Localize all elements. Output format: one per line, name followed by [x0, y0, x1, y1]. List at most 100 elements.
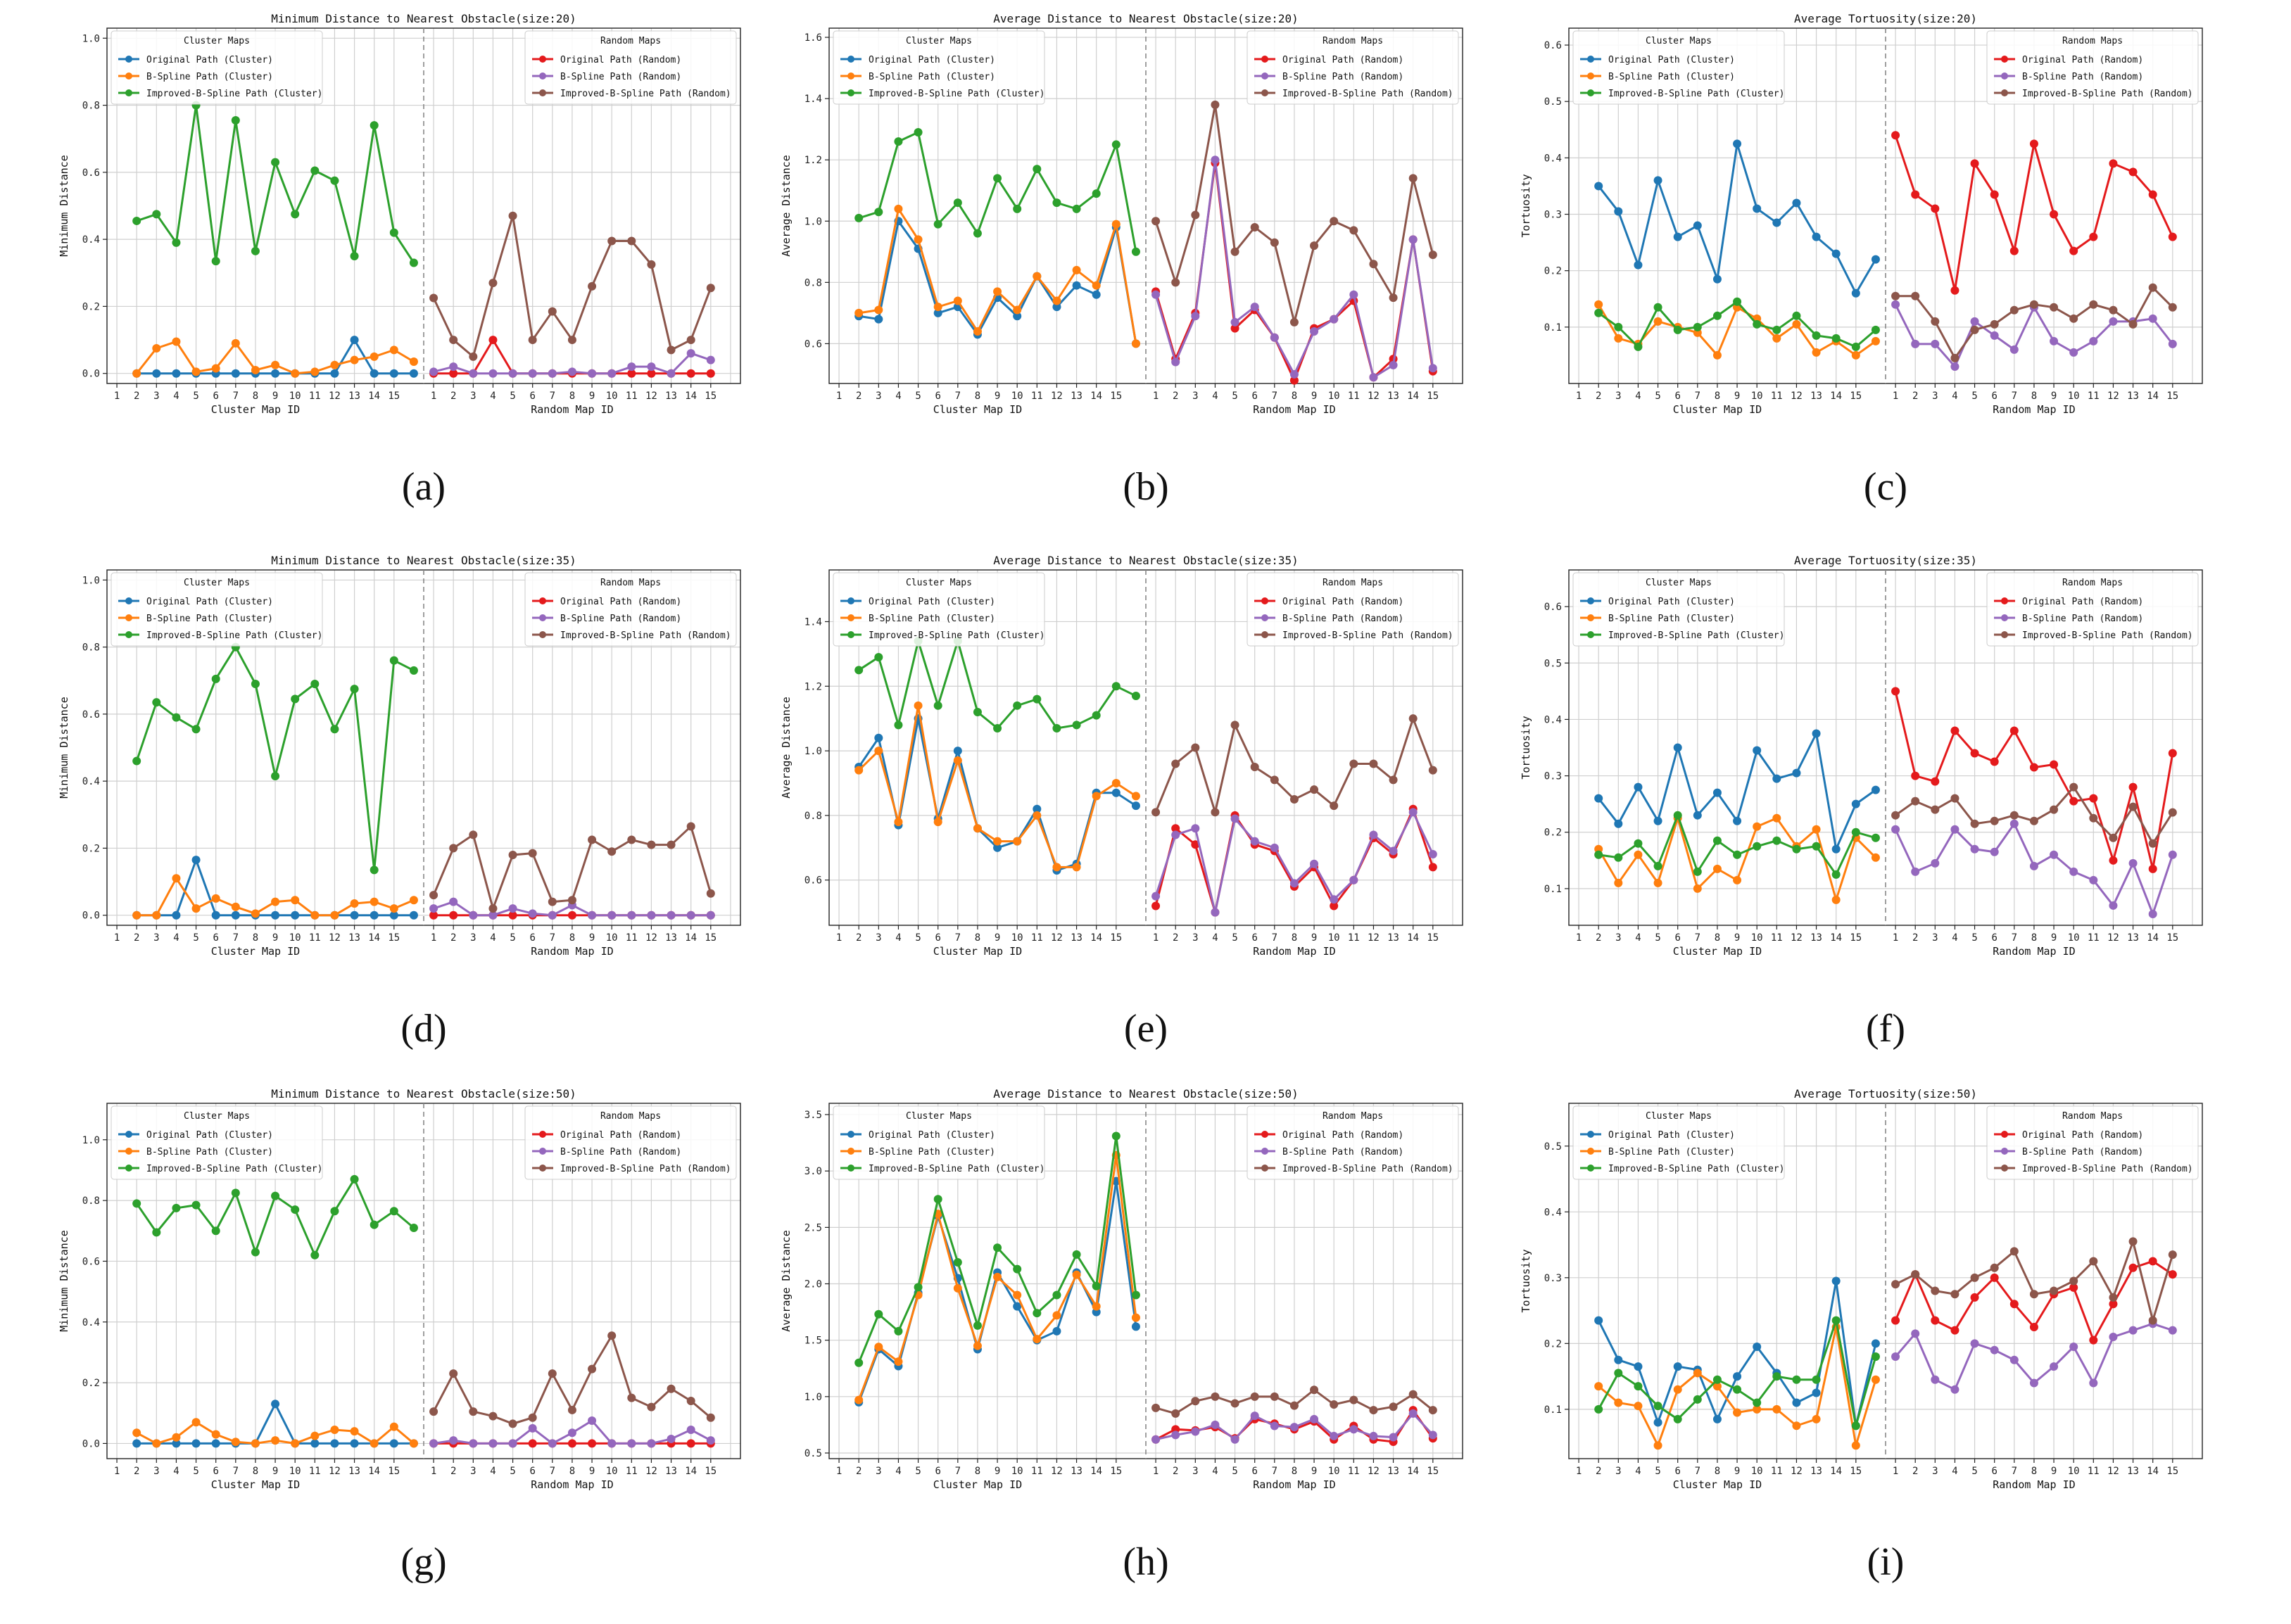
data-point [1594, 1404, 1603, 1414]
data-point [1289, 794, 1299, 804]
data-point [1171, 1430, 1180, 1440]
chart-svg: Minimum Distance to Nearest Obstacle(siz… [58, 1087, 741, 1491]
data-point [1151, 1403, 1161, 1412]
legend-box [1572, 1105, 1785, 1180]
x-tick-label: 1 [431, 1466, 436, 1477]
data-point [2029, 1290, 2038, 1299]
data-point [548, 911, 557, 920]
y-tick-label: 0.4 [1544, 1207, 1562, 1218]
x-tick-label: 4 [173, 391, 179, 402]
data-point [1171, 824, 1180, 833]
data-point [1753, 822, 1762, 831]
legend-box [1986, 1105, 2199, 1180]
x-tick-label: 9 [1734, 391, 1740, 402]
legend-swatch-marker [125, 1148, 132, 1155]
data-point [2009, 345, 2019, 354]
x-tick-label: 13 [348, 1466, 360, 1477]
random-legend: Random Maps Original Path (Random) B-Splin… [524, 30, 737, 105]
data-point [933, 1195, 942, 1204]
x-tick-label: 15 [1850, 391, 1862, 402]
data-point [647, 1402, 656, 1412]
x-tick-label: 9 [995, 391, 1000, 402]
data-point [1250, 1392, 1259, 1401]
data-point [667, 840, 676, 849]
data-point [1614, 878, 1623, 887]
data-point [567, 367, 576, 376]
data-point [1891, 291, 1900, 300]
x-tick-label: 9 [2051, 932, 2057, 944]
data-point [1330, 217, 1339, 226]
x-tick-label: 14 [1407, 1466, 1419, 1477]
data-point [310, 679, 320, 688]
x-tick-label: 11 [1031, 932, 1043, 944]
data-point [1289, 317, 1299, 326]
data-point [2050, 850, 2059, 859]
data-point [191, 1418, 201, 1427]
random-x-label: Random Map ID [1993, 945, 2075, 958]
cluster-legend: Cluster Maps Original Path (Cluster) B-Spl… [111, 1105, 323, 1180]
data-point [330, 725, 339, 734]
data-point [2050, 336, 2059, 345]
data-point [1092, 711, 1101, 720]
x-tick-label: 1 [114, 932, 120, 944]
data-point [993, 843, 1002, 852]
data-point [1990, 319, 1999, 329]
random-legend: Random Maps Original Path (Random) B-Splin… [1986, 30, 2199, 105]
data-point [1111, 779, 1121, 787]
data-point [469, 369, 478, 378]
data-point [1753, 1343, 1762, 1352]
data-point [973, 229, 982, 238]
data-point [1990, 1263, 1999, 1272]
data-point [1131, 1290, 1140, 1300]
data-point [2029, 861, 2038, 870]
data-point [548, 307, 557, 316]
data-point [231, 1188, 240, 1198]
cluster-legend: Cluster Maps Original Path (Cluster) B-Spl… [833, 1105, 1045, 1180]
x-tick-label: 15 [388, 1466, 400, 1477]
data-point [409, 666, 418, 675]
data-point [647, 840, 656, 849]
legend-swatch-marker [1587, 1131, 1594, 1138]
data-point [933, 220, 942, 229]
data-point [1230, 1399, 1239, 1408]
data-point [1033, 272, 1042, 281]
data-point [1310, 859, 1319, 868]
y-tick-label: 2.5 [804, 1222, 822, 1233]
x-tick-label: 5 [1655, 1466, 1660, 1477]
legend-box [1247, 30, 1459, 105]
data-point [152, 369, 161, 378]
x-tick-label: 10 [606, 391, 618, 402]
x-tick-label: 5 [915, 932, 921, 944]
chart-svg: Minimum Distance to Nearest Obstacle(siz… [58, 12, 741, 416]
data-point [1911, 867, 1920, 876]
x-tick-label: 3 [153, 391, 159, 402]
y-tick-label: 0.0 [82, 911, 100, 922]
data-point [1891, 1352, 1900, 1362]
data-point [1812, 331, 1821, 340]
x-tick-label: 9 [589, 391, 595, 402]
data-point [1931, 858, 1940, 868]
random-legend: Random Maps Original Path (Random) B-Splin… [1986, 572, 2199, 647]
data-point [469, 911, 478, 920]
data-point [1772, 1372, 1781, 1381]
data-point [933, 701, 942, 710]
y-tick-label: 0.8 [82, 642, 100, 654]
data-point [1970, 1293, 1979, 1302]
data-point [1653, 861, 1662, 870]
x-tick-label: 5 [193, 932, 198, 944]
data-point [667, 345, 676, 355]
legend-swatch-marker [1587, 631, 1594, 638]
x-tick-label: 7 [1695, 391, 1700, 402]
data-point [1950, 726, 1959, 735]
legend-box [1247, 1105, 1459, 1180]
data-point [1733, 139, 1742, 148]
data-point [1111, 220, 1121, 229]
data-point [706, 889, 715, 898]
data-point [1013, 1264, 1022, 1274]
data-point [251, 679, 260, 688]
x-tick-label: 11 [1348, 391, 1360, 402]
data-point [409, 357, 418, 367]
data-point [1812, 842, 1821, 851]
data-point [1831, 1316, 1841, 1325]
data-point [1693, 322, 1702, 331]
